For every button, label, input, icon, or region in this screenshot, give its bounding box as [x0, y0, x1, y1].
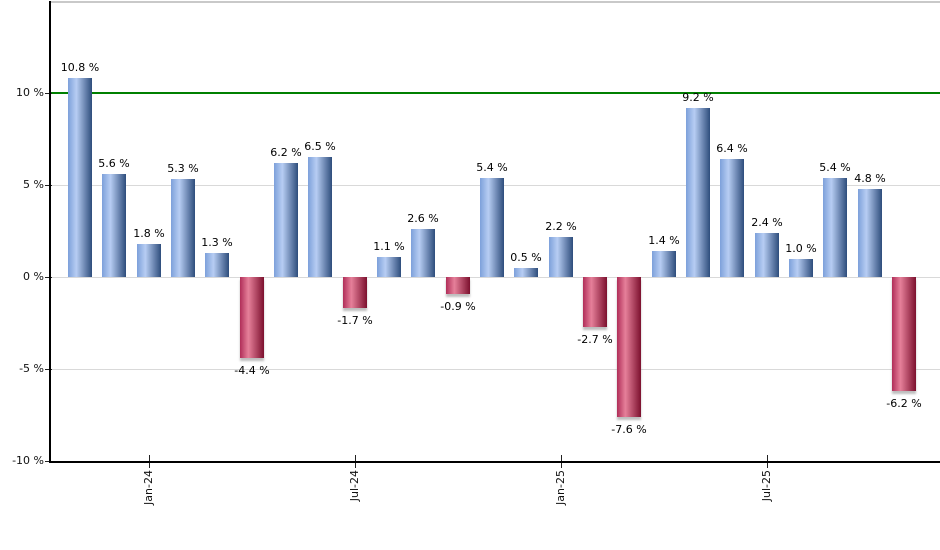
bar-positive [720, 159, 744, 277]
bar-value-label: 5.6 % [98, 157, 130, 170]
bar-value-label: 1.8 % [133, 227, 165, 240]
bar-positive [514, 268, 538, 277]
bar-value-label: 6.4 % [716, 142, 748, 155]
bar-value-label: 6.5 % [304, 140, 336, 153]
y-axis-tick-label: -10 % [12, 454, 44, 467]
bar-negative [240, 277, 264, 358]
bar-positive [823, 178, 847, 277]
bar-positive [68, 78, 92, 277]
y-axis-tick [45, 369, 52, 370]
bar-positive [789, 259, 813, 277]
y-axis-tick-label: 5 % [23, 178, 44, 191]
bar-positive [686, 108, 710, 277]
bar-positive [652, 251, 676, 277]
bar-value-label: 2.6 % [407, 212, 439, 225]
bar-value-label: -7.6 % [611, 423, 647, 436]
bar-value-label: 10.8 % [60, 61, 100, 74]
bar-positive [755, 233, 779, 277]
bar-negative [892, 277, 916, 391]
ten-percent-reference-line [51, 92, 940, 94]
bar-negative [446, 277, 470, 294]
y-axis-line [49, 1, 51, 463]
y-axis-tick-label: -5 % [19, 362, 44, 375]
bar-value-label: 1.4 % [648, 234, 680, 247]
bar-value-label: 5.4 % [476, 161, 508, 174]
bar-value-label: 2.4 % [751, 216, 783, 229]
bar-value-label: -0.9 % [440, 300, 476, 313]
x-axis-tick-label: Jul-25 [760, 470, 773, 502]
bar-value-label: -2.7 % [577, 333, 613, 346]
bar-positive [137, 244, 161, 277]
bar-value-label: 0.5 % [510, 251, 542, 264]
x-axis-line [49, 461, 940, 463]
bar-value-label: 2.2 % [545, 220, 577, 233]
x-axis-tick-label: Jan-24 [142, 470, 155, 505]
bar-value-label: -6.2 % [886, 397, 922, 410]
x-axis-tick-label: Jul-24 [348, 470, 361, 502]
bar-value-label: -4.4 % [234, 364, 270, 377]
y-axis-tick-label: 0 % [23, 270, 44, 283]
bar-value-label: 4.8 % [854, 172, 886, 185]
bar-value-label: 6.2 % [270, 146, 302, 159]
bar-negative [343, 277, 367, 308]
x-axis-tick-label: Jan-25 [554, 470, 567, 505]
y-axis-tick [45, 185, 52, 186]
y-axis-tick [45, 461, 52, 462]
bar-positive [480, 178, 504, 277]
bar-positive [171, 179, 195, 277]
bar-value-label: 1.1 % [373, 240, 405, 253]
bar-positive [377, 257, 401, 277]
y-axis-tick [45, 277, 52, 278]
bar-positive [274, 163, 298, 277]
bar-value-label: 5.3 % [167, 162, 199, 175]
bar-negative [617, 277, 641, 417]
bar-positive [205, 253, 229, 277]
bar-value-label: 9.2 % [682, 91, 714, 104]
bar-positive [102, 174, 126, 277]
bar-positive [308, 157, 332, 277]
bar-positive [411, 229, 435, 277]
bar-value-label: 5.4 % [819, 161, 851, 174]
y-axis-tick-label: 10 % [16, 86, 44, 99]
bar-positive [549, 237, 573, 277]
bar-value-label: 1.3 % [201, 236, 233, 249]
horizontal-gridline [51, 369, 940, 370]
bar-positive [858, 189, 882, 277]
bar-value-label: 1.0 % [785, 242, 817, 255]
bar-negative [583, 277, 607, 327]
chart-top-border [49, 1, 940, 3]
bar-value-label: -1.7 % [337, 314, 373, 327]
y-axis-tick [45, 93, 52, 94]
horizontal-gridline [51, 277, 940, 278]
